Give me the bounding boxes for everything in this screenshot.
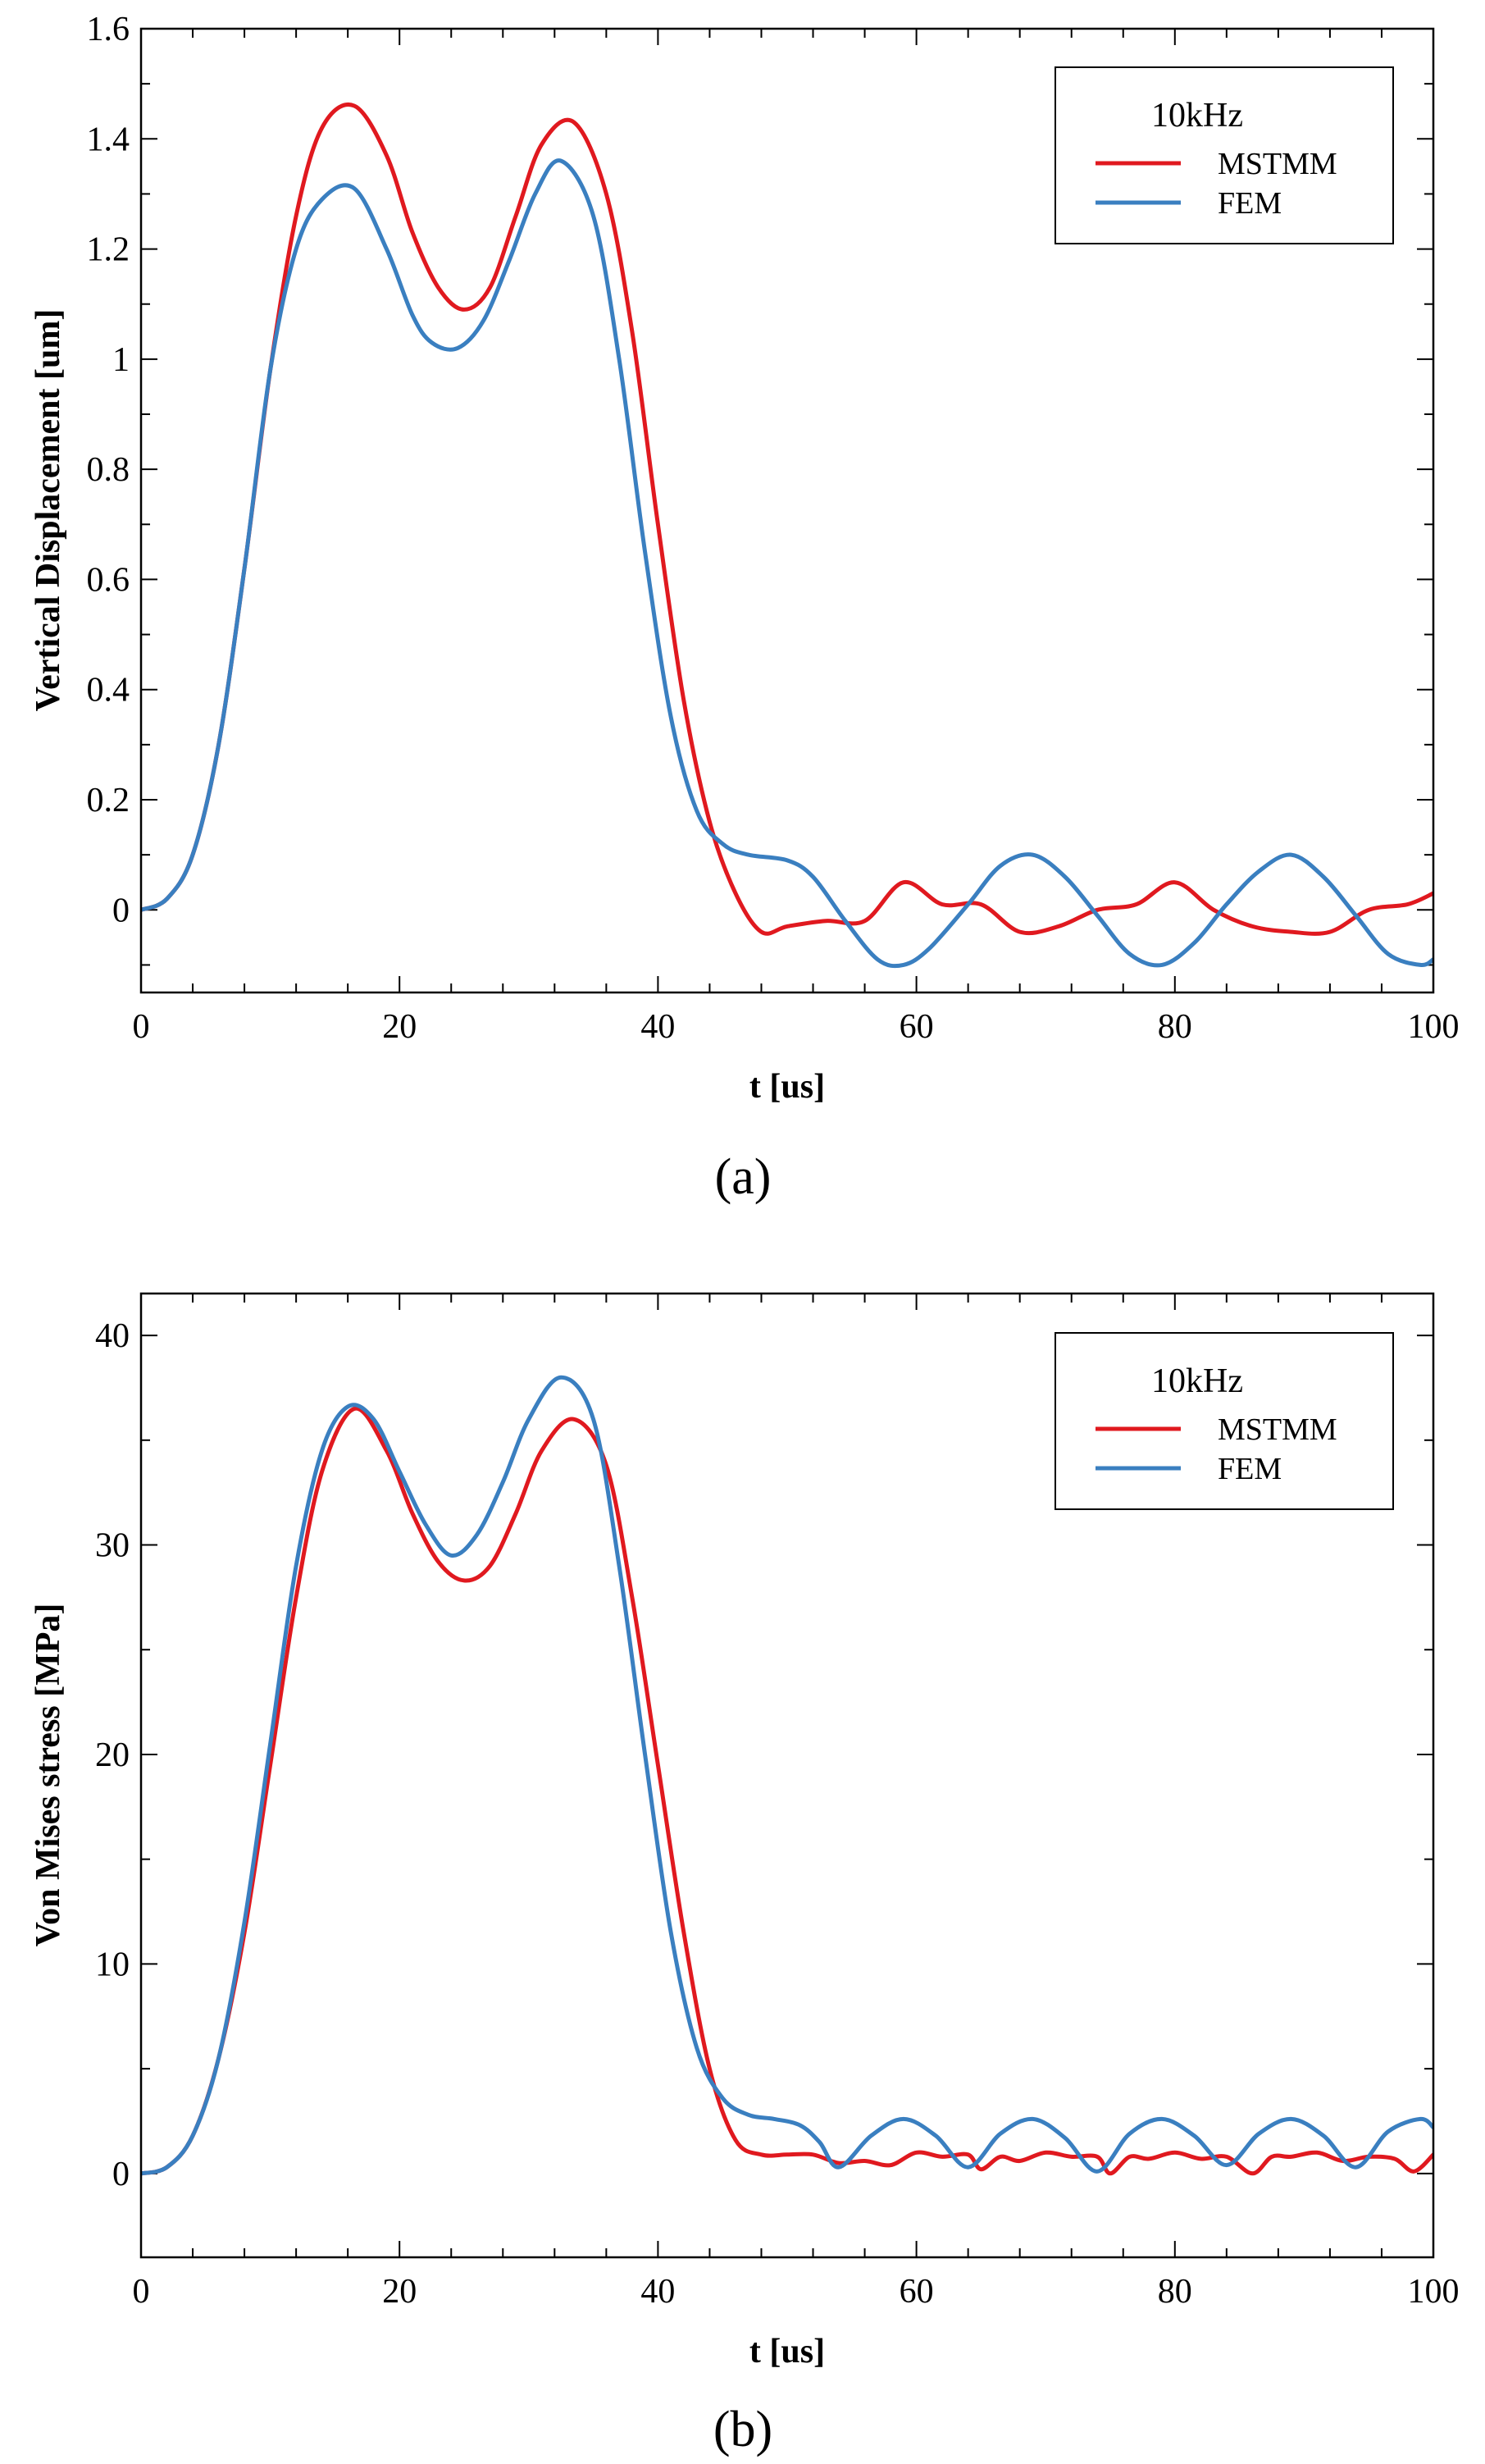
y-tick-label: 0 bbox=[112, 892, 130, 929]
legend-label-mstmm-a: MSTMM bbox=[1218, 147, 1337, 181]
y-tick-labels-a: 0 0.2 0.4 0.6 0.8 1 1.2 1.4 1.6 bbox=[87, 11, 130, 929]
x-tick-marks-b bbox=[140, 1294, 1434, 2257]
panel-caption-a: (a) bbox=[715, 1149, 772, 1205]
legend-b: 10kHz MSTMM FEM bbox=[1055, 1332, 1394, 1510]
series-lines-b bbox=[141, 1375, 1433, 2176]
legend-a: 10kHz MSTMM FEM bbox=[1055, 66, 1394, 244]
x-tick-label: 80 bbox=[1158, 2273, 1192, 2311]
legend-label-fem-a: FEM bbox=[1218, 186, 1282, 221]
y-axis-title-b: Von Mises stress [MPa] bbox=[30, 1604, 67, 1947]
y-tick-label: 0.8 bbox=[87, 451, 130, 489]
plot-area-a: 0 0.2 0.4 0.6 0.8 1 1.2 1.4 1.6 0 20 40 60 80 100 bbox=[87, 11, 1460, 1046]
legend-label-fem-b: FEM bbox=[1218, 1452, 1282, 1486]
x-axis-title-a: t [us] bbox=[749, 1068, 825, 1106]
y-axis-title-a: Vertical Displacement [um] bbox=[30, 309, 67, 712]
x-tick-label: 100 bbox=[1408, 2273, 1460, 2311]
y-tick-label: 40 bbox=[95, 1317, 130, 1355]
series-line-fem bbox=[141, 158, 1433, 969]
x-axis-title-b: t [us] bbox=[749, 2333, 825, 2370]
y-tick-label: 1.6 bbox=[87, 11, 130, 48]
legend-box-a bbox=[1055, 66, 1394, 244]
panel-a: 0 0.2 0.4 0.6 0.8 1 1.2 1.4 1.6 0 20 40 60 80 100 t [… bbox=[30, 11, 1460, 1205]
x-tick-label: 100 bbox=[1408, 1008, 1460, 1046]
y-tick-label: 0 bbox=[112, 2156, 130, 2193]
y-tick-label: 1.2 bbox=[87, 231, 130, 269]
legend-title-a: 10kHz bbox=[1151, 97, 1243, 135]
plot-frame-a bbox=[139, 27, 1435, 994]
x-tick-label: 40 bbox=[640, 1008, 675, 1046]
x-tick-labels-b: 0 20 40 60 80 100 bbox=[133, 2273, 1460, 2311]
x-tick-label: 20 bbox=[382, 2273, 417, 2311]
y-tick-label: 1.4 bbox=[87, 121, 130, 158]
y-tick-label: 30 bbox=[95, 1527, 130, 1565]
y-tick-label: 1 bbox=[112, 341, 130, 379]
legend-box-b bbox=[1055, 1332, 1394, 1510]
x-tick-label: 0 bbox=[133, 1008, 150, 1046]
x-tick-label: 60 bbox=[900, 1008, 934, 1046]
series-line-fem bbox=[141, 1375, 1433, 2176]
panel-b: 0 10 20 30 40 0 20 40 60 80 100 t [us] Von Mises … bbox=[30, 1292, 1460, 2457]
y-tick-label: 0.2 bbox=[87, 782, 130, 819]
x-tick-label: 40 bbox=[640, 2273, 675, 2311]
legend-title-b: 10kHz bbox=[1151, 1362, 1243, 1400]
plot-area-b: 0 10 20 30 40 0 20 40 60 80 100 bbox=[95, 1292, 1460, 2311]
y-tick-label: 0.6 bbox=[87, 561, 130, 599]
y-tick-label: 0.4 bbox=[87, 672, 130, 710]
legend-label-mstmm-b: MSTMM bbox=[1218, 1412, 1337, 1447]
y-tick-label: 10 bbox=[95, 1946, 130, 1983]
y-tick-labels-b: 0 10 20 30 40 bbox=[95, 1317, 130, 2193]
series-line-mstmm bbox=[141, 1406, 1433, 2176]
plot-frame-b bbox=[139, 1292, 1435, 2259]
y-tick-marks-a bbox=[141, 28, 1433, 966]
x-tick-label: 60 bbox=[900, 2273, 934, 2311]
x-tick-label: 80 bbox=[1158, 1008, 1192, 1046]
x-tick-label: 0 bbox=[133, 2273, 150, 2311]
x-tick-label: 20 bbox=[382, 1008, 417, 1046]
series-lines-a bbox=[141, 103, 1433, 969]
y-tick-label: 20 bbox=[95, 1736, 130, 1774]
panel-caption-b: (b) bbox=[713, 2402, 772, 2457]
y-tick-marks-b bbox=[141, 1335, 1433, 2174]
x-tick-labels-a: 0 20 40 60 80 100 bbox=[133, 1008, 1460, 1046]
series-line-mstmm bbox=[141, 103, 1433, 936]
